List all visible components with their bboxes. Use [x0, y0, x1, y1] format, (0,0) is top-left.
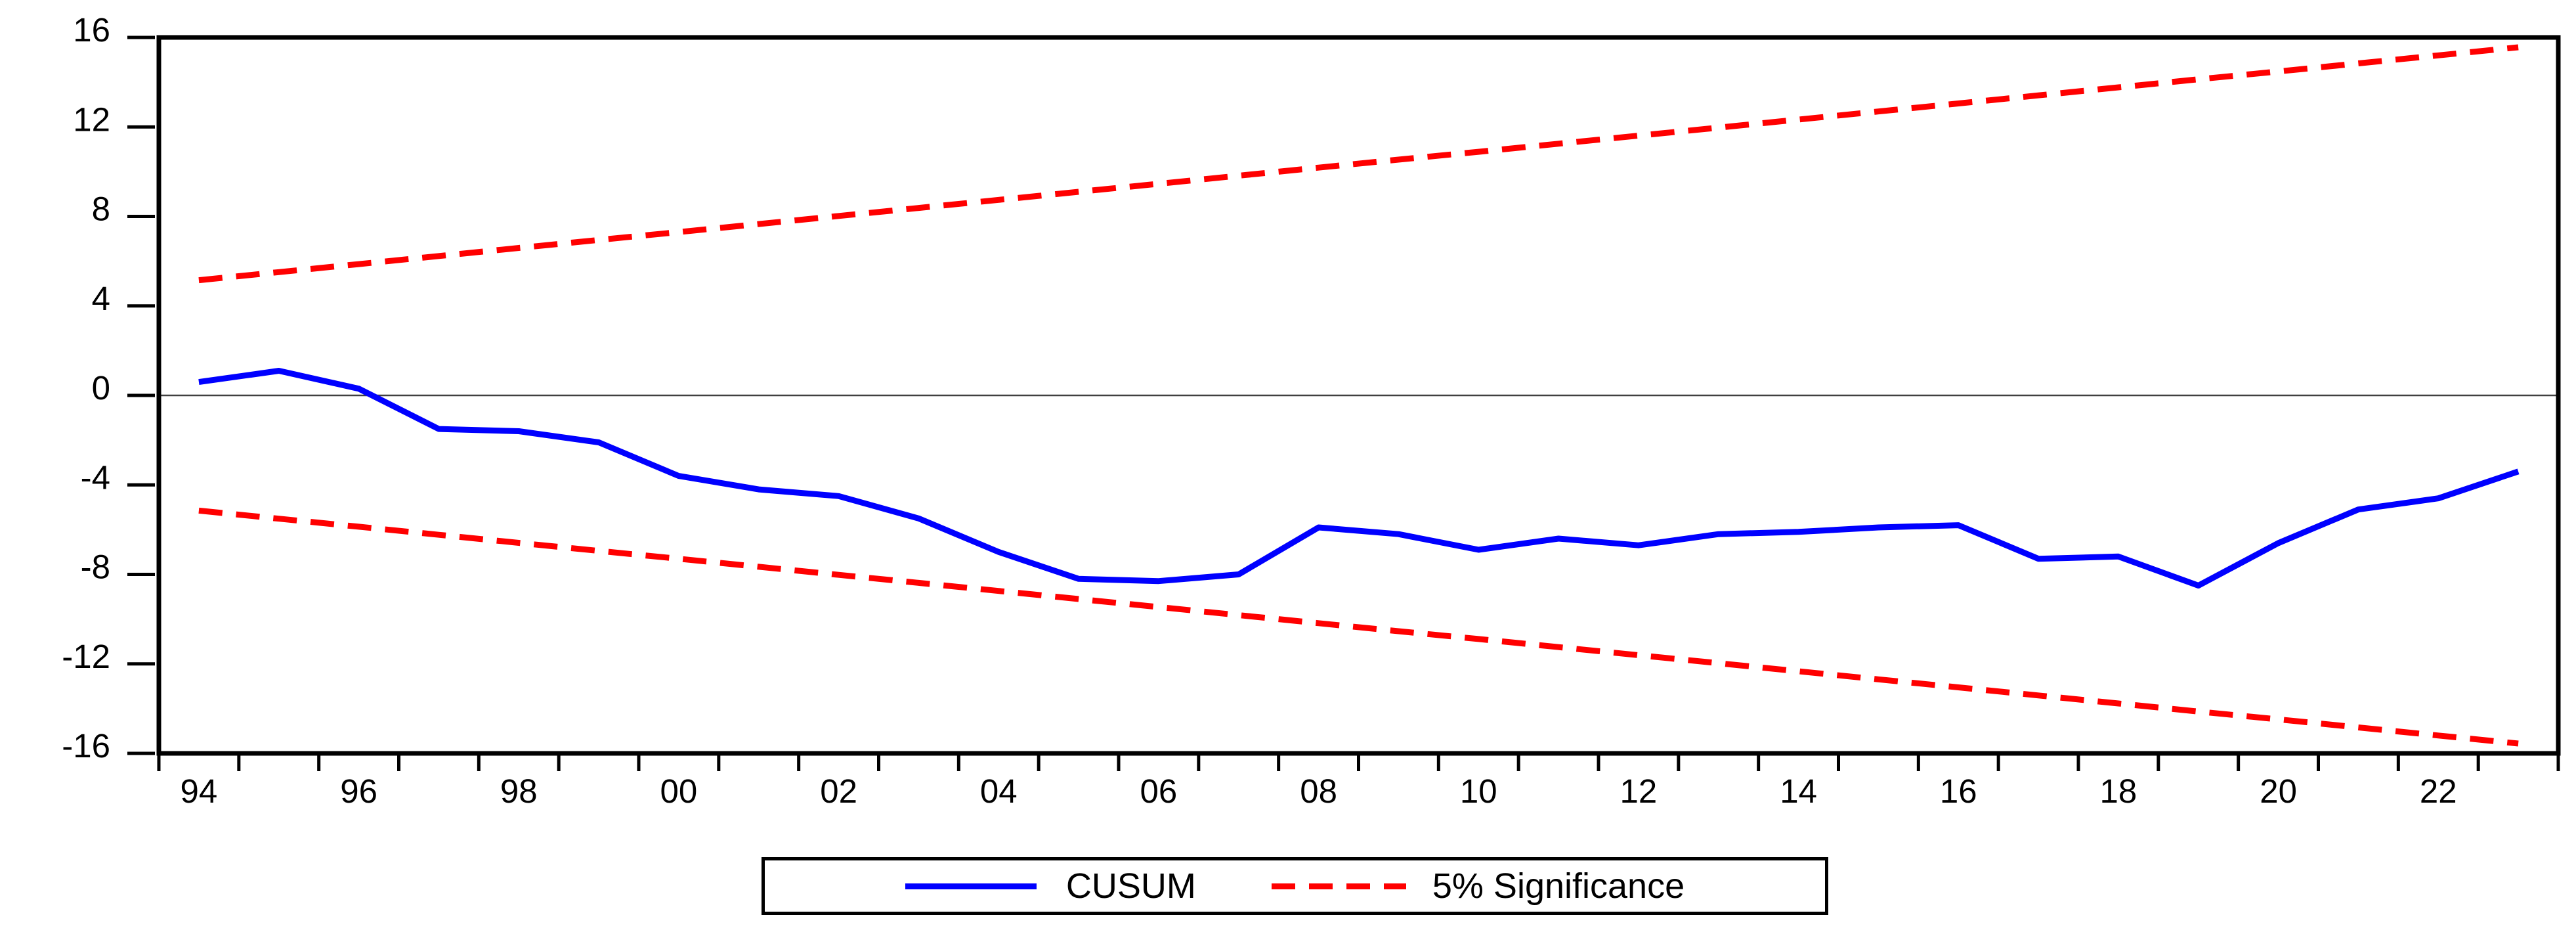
legend-item-cusum: CUSUM: [905, 866, 1196, 906]
y-tick-label: 0: [92, 369, 110, 407]
cusum-line: [198, 368, 2520, 589]
x-tick-label: 10: [1460, 772, 1497, 810]
y-tick-label: -4: [81, 458, 110, 496]
y-tick-label: 8: [92, 190, 110, 228]
y-tick-label: 4: [92, 280, 110, 317]
x-tick-label: 98: [500, 772, 538, 810]
x-tick-label: 12: [1620, 772, 1658, 810]
legend-label-significance: 5% Significance: [1432, 866, 1685, 906]
y-tick-label: -16: [62, 727, 110, 765]
y-tick-label: 16: [73, 11, 110, 49]
x-tick-label: 96: [340, 772, 377, 810]
legend-label-cusum: CUSUM: [1065, 866, 1196, 906]
x-tick-label: 00: [660, 772, 698, 810]
significance-lower-line: [198, 507, 2519, 747]
legend: CUSUM 5% Significance: [762, 857, 1828, 915]
x-tick-label: 02: [820, 772, 857, 810]
significance-upper-line: [198, 44, 2519, 284]
legend-item-significance: 5% Significance: [1271, 866, 1685, 906]
y-tick-label: 12: [73, 100, 110, 138]
x-tick-label: 04: [980, 772, 1018, 810]
y-tick-label: -12: [62, 638, 110, 675]
x-tick-label: 08: [1300, 772, 1337, 810]
x-tick-label: 14: [1780, 772, 1817, 810]
x-tick-label: 06: [1140, 772, 1178, 810]
x-tick-label: 20: [2260, 772, 2297, 810]
x-tick-label: 22: [2420, 772, 2457, 810]
x-tick-label: 94: [181, 772, 218, 810]
significance-line-swatch-icon: [1271, 883, 1406, 889]
y-tick-label: -8: [81, 548, 110, 586]
cusum-line-swatch-icon: [905, 883, 1037, 889]
x-tick-label: 18: [2100, 772, 2137, 810]
x-tick-label: 16: [1940, 772, 1977, 810]
